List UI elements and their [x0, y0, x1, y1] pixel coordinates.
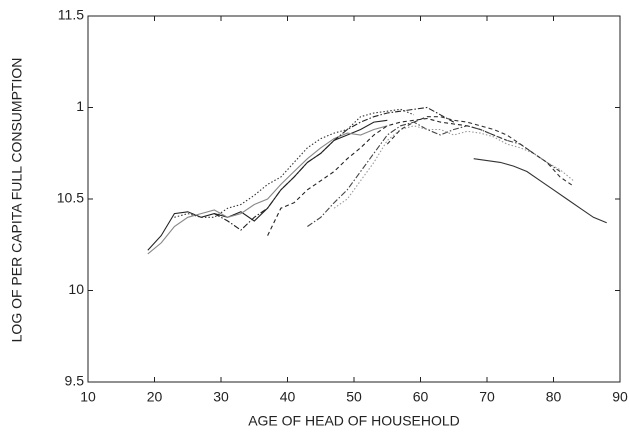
- x-tick-label: 10: [80, 389, 96, 405]
- series-line: [307, 121, 561, 227]
- x-tick-label: 90: [612, 389, 628, 405]
- x-tick-label: 70: [479, 389, 495, 405]
- y-axis-label: LOG OF PER CAPITA FULL CONSUMPTION: [9, 58, 25, 343]
- x-tick-label: 80: [546, 389, 562, 405]
- series-line: [473, 158, 607, 224]
- series-line: [267, 117, 508, 236]
- series-line: [147, 125, 388, 255]
- x-tick-label: 20: [147, 389, 163, 405]
- series-line: [147, 119, 388, 251]
- series-line: [333, 125, 574, 209]
- x-axis-label: AGE OF HEAD OF HOUSEHOLD: [248, 413, 460, 429]
- y-tick-label: 11.5: [58, 7, 84, 23]
- y-tick-label: 10.5: [57, 190, 84, 206]
- plot-frame: [87, 15, 621, 383]
- y-tick-label: 10: [68, 281, 84, 297]
- x-tick-label: 60: [413, 389, 429, 405]
- y-tick-label: 9.5: [65, 373, 85, 389]
- series-line: [174, 108, 415, 218]
- x-tick-label: 40: [280, 389, 296, 405]
- x-tick-label: 50: [346, 389, 362, 405]
- y-tick-label: 1: [76, 98, 84, 114]
- series-line: [386, 116, 574, 187]
- x-tick-label: 30: [213, 389, 229, 405]
- series-line: [214, 106, 455, 231]
